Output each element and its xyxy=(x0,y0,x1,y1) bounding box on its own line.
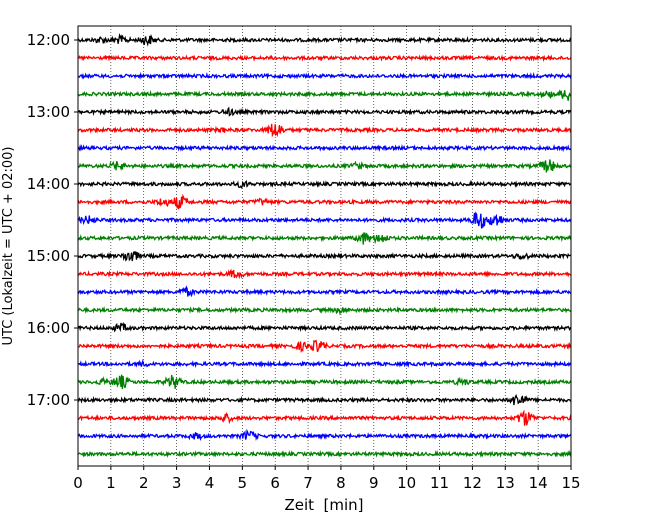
seismic-trace xyxy=(77,321,572,333)
y-tick-label: 15:00 xyxy=(27,247,70,265)
seismic-trace xyxy=(77,88,572,101)
y-axis-ticks: 12:00 13:00 14:00 15:00 16:00 17:00 xyxy=(27,31,78,409)
x-tick-label: 15 xyxy=(561,474,580,492)
seismic-trace xyxy=(77,358,572,369)
x-tick-label: 3 xyxy=(172,474,182,492)
y-tick-label: 17:00 xyxy=(27,391,70,409)
x-tick-label: 7 xyxy=(303,474,313,492)
seismic-trace xyxy=(77,54,572,63)
seismic-trace xyxy=(77,449,572,459)
plot-area xyxy=(78,26,571,466)
seismic-trace xyxy=(77,179,572,189)
seismic-trace xyxy=(77,106,572,117)
x-tick-label: 0 xyxy=(73,474,83,492)
plot-frame xyxy=(77,25,572,467)
seismic-trace xyxy=(77,232,572,245)
seismic-trace xyxy=(77,393,572,406)
seismic-trace xyxy=(77,268,572,280)
seismic-trace xyxy=(78,305,572,316)
seismic-trace xyxy=(77,409,572,426)
seismic-trace xyxy=(77,123,572,138)
y-tick-label: 14:00 xyxy=(27,175,70,193)
seismic-trace xyxy=(77,159,572,173)
seismic-trace xyxy=(77,428,572,442)
x-axis-label: Zeit [min] xyxy=(284,496,363,514)
seismic-trace xyxy=(77,143,572,153)
x-tick-label: 14 xyxy=(529,474,548,492)
x-tick-label: 12 xyxy=(463,474,482,492)
seismic-trace xyxy=(77,211,572,229)
x-tick-label: 5 xyxy=(238,474,248,492)
x-tick-label: 13 xyxy=(496,474,515,492)
seismic-trace xyxy=(77,193,572,210)
x-tick-label: 2 xyxy=(139,474,149,492)
x-tick-label: 8 xyxy=(336,474,346,492)
seismic-trace xyxy=(77,339,572,354)
seismic-trace xyxy=(77,251,572,262)
seismic-trace xyxy=(77,374,572,390)
seismic-trace xyxy=(77,32,572,47)
x-tick-label: 11 xyxy=(430,474,449,492)
seismic-trace xyxy=(77,285,572,298)
seismic-trace xyxy=(77,71,572,80)
x-tick-label: 9 xyxy=(369,474,379,492)
grid-lines xyxy=(110,26,539,466)
traces xyxy=(77,32,572,459)
y-tick-label: 13:00 xyxy=(27,103,70,121)
y-axis-label: UTC (Lokalzeit = UTC + 02:00) xyxy=(1,147,16,346)
x-axis-ticks: 0 1 2 3 4 5 6 7 8 9 10 11 12 13 14 15 xyxy=(73,466,581,492)
y-tick-label: 16:00 xyxy=(27,319,70,337)
x-tick-label: 4 xyxy=(205,474,215,492)
x-tick-label: 1 xyxy=(106,474,116,492)
x-tick-label: 6 xyxy=(270,474,280,492)
x-tick-label: 10 xyxy=(397,474,416,492)
y-tick-label: 12:00 xyxy=(27,31,70,49)
